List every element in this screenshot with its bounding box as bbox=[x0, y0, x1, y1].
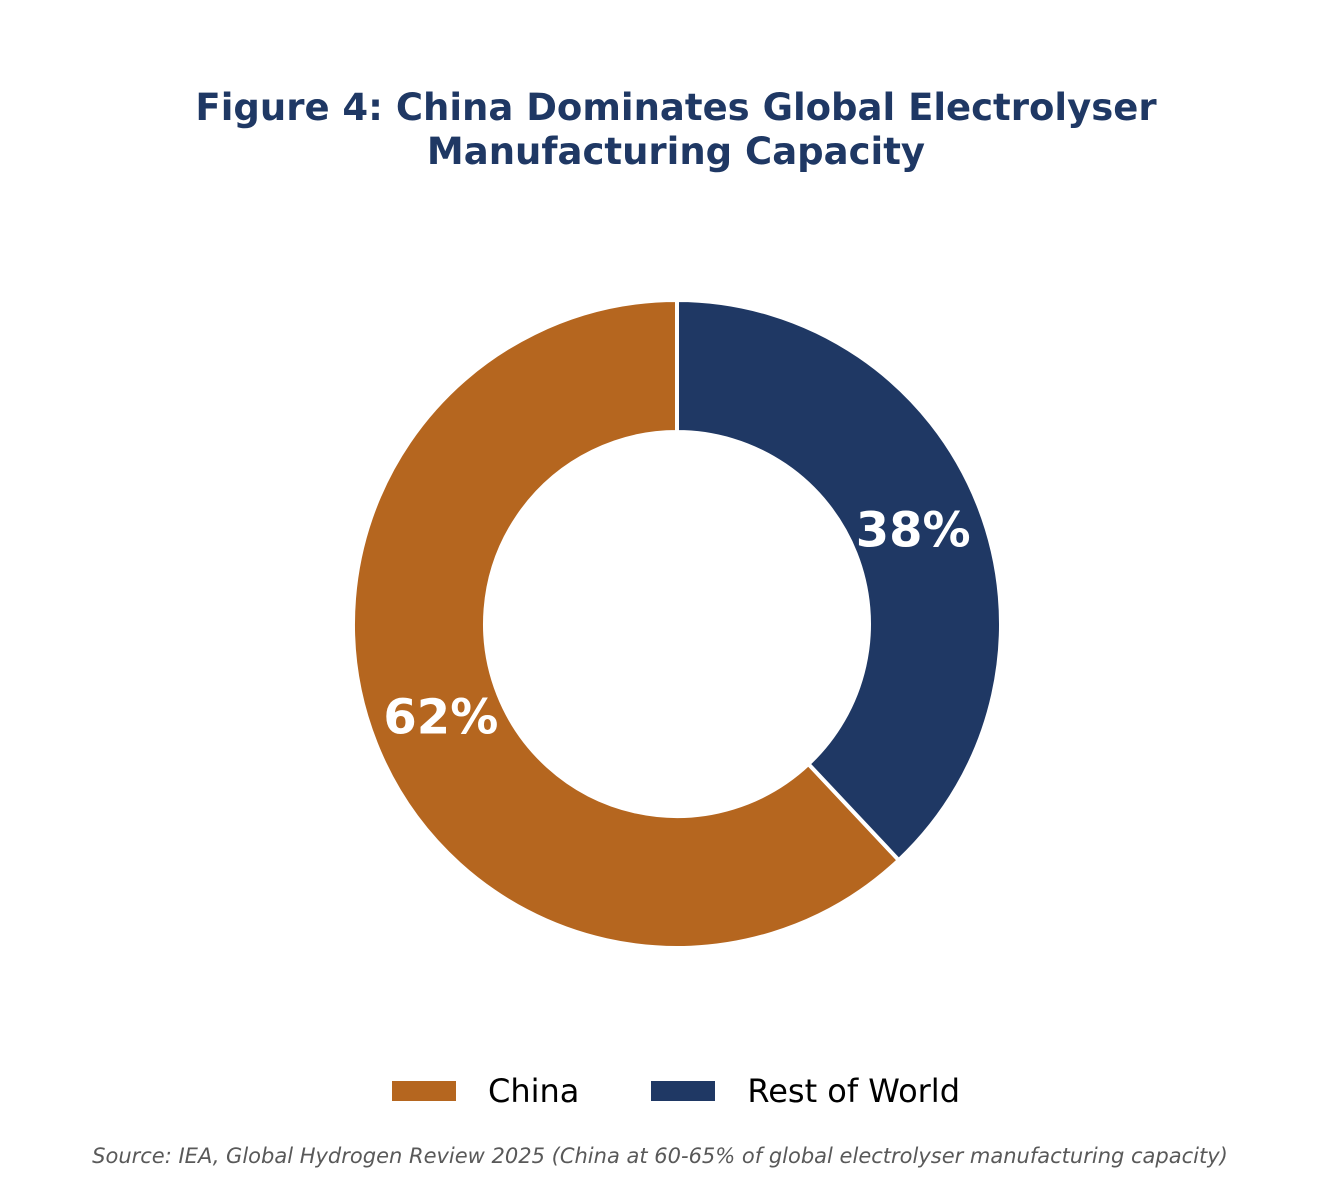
chart-title: Figure 4: China Dominates Global Electro… bbox=[0, 86, 1320, 174]
legend-swatch-rest-of-world bbox=[651, 1081, 716, 1101]
slice-label-china: 62% bbox=[383, 690, 498, 746]
slice-label-rest-of-world: 38% bbox=[856, 502, 971, 558]
chart-title-line-2: Manufacturing Capacity bbox=[426, 130, 926, 173]
legend-item-china: China bbox=[392, 1072, 579, 1110]
donut-chart: 62% 38% bbox=[351, 297, 1003, 950]
legend-swatch-china bbox=[392, 1081, 456, 1101]
legend-item-rest-of-world: Rest of World bbox=[651, 1072, 960, 1110]
legend-label-rest-of-world: Rest of World bbox=[747, 1072, 960, 1110]
chart-legend: China Rest of World bbox=[0, 1072, 1320, 1110]
donut-slice-rest-of-world bbox=[675, 297, 1003, 864]
chart-title-line-1: Figure 4: China Dominates Global Electro… bbox=[195, 86, 1157, 129]
legend-label-china: China bbox=[488, 1072, 580, 1110]
source-note: Source: IEA, Global Hydrogen Review 2025… bbox=[92, 1144, 1228, 1168]
donut-slice-china bbox=[351, 297, 902, 950]
